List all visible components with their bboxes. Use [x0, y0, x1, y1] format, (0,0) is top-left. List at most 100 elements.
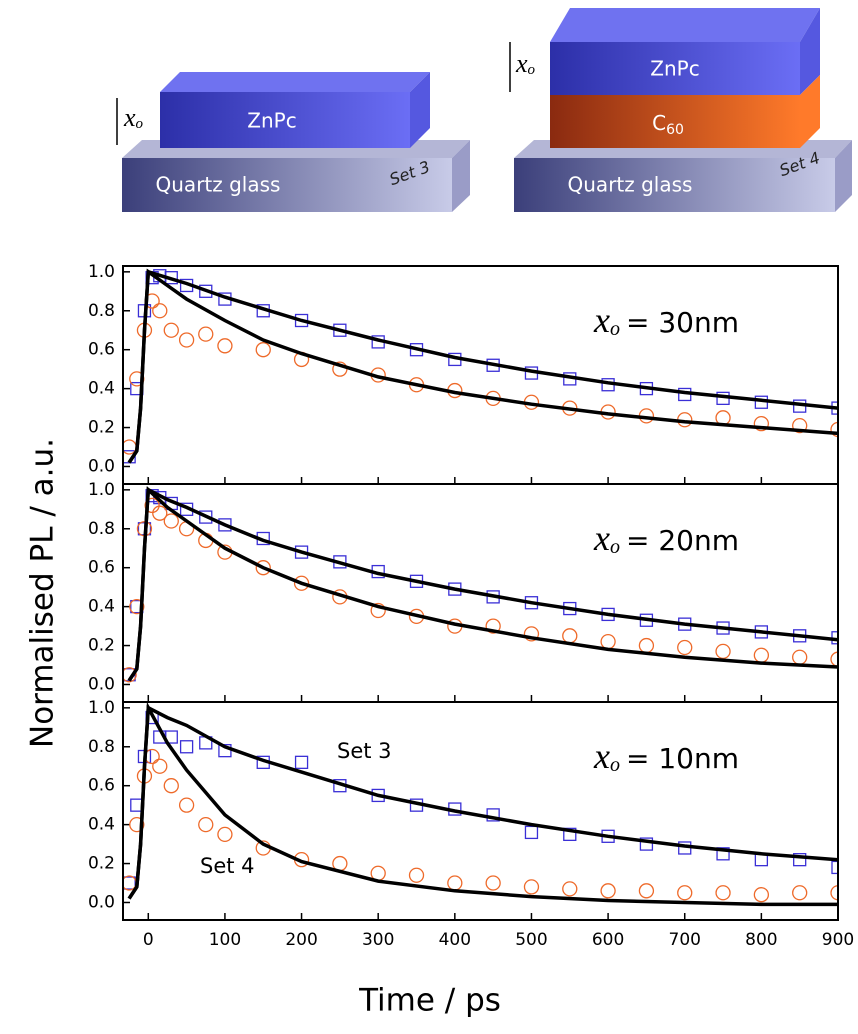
- data-point: [123, 667, 137, 683]
- diagram-set4: ZnPc C60 Quartz glass Set 4 xo: [509, 8, 852, 212]
- data-point: [129, 816, 145, 833]
- data-point: [715, 643, 731, 660]
- data-point: [408, 867, 425, 883]
- layer-label: ZnPc: [650, 57, 699, 81]
- y-tick-label: 1.0: [88, 698, 115, 718]
- y-tick-label: 0.6: [88, 558, 115, 578]
- diagram-set3: ZnPc Quartz glass Set 3 xo: [116, 72, 470, 212]
- data-point: [294, 755, 309, 769]
- thickness-var: x: [515, 49, 528, 78]
- panel-frame: [122, 701, 839, 921]
- data-point: [677, 639, 693, 656]
- data-point: [198, 326, 214, 342]
- data-point: [486, 808, 500, 822]
- data-point: [144, 748, 160, 765]
- data-point: [831, 860, 838, 875]
- thickness-var: x: [123, 103, 136, 132]
- data-point: [792, 885, 808, 901]
- y-tick-label: 0.8: [88, 737, 115, 757]
- data-point: [715, 885, 731, 901]
- data-point: [638, 883, 655, 899]
- data-point: [639, 837, 654, 851]
- data-point: [144, 497, 160, 514]
- data-point: [485, 875, 501, 891]
- fit-line: [127, 487, 838, 682]
- data-point: [178, 332, 195, 348]
- data-point: [716, 847, 730, 861]
- annotation: Set 4: [200, 854, 255, 878]
- data-point: [563, 827, 577, 842]
- data-point: [293, 575, 310, 591]
- fit-line: [127, 486, 838, 682]
- data-point: [152, 303, 168, 319]
- y-tick-label: 0.0: [88, 456, 115, 476]
- thickness-label: xo: [515, 49, 536, 78]
- data-point: [152, 505, 168, 521]
- plot-area: [123, 486, 838, 683]
- x-tick-label: 300: [362, 930, 394, 950]
- y-tick-label: 0.8: [88, 301, 115, 321]
- fit-line: [127, 269, 838, 464]
- x-tick-label: 400: [439, 930, 471, 950]
- data-point: [123, 439, 137, 455]
- data-point: [217, 826, 233, 843]
- y-tick-label: 0.0: [88, 892, 115, 912]
- y-tick-label: 0.2: [88, 854, 115, 874]
- panel-label: xo = 20nm: [593, 518, 739, 558]
- data-point: [562, 881, 578, 897]
- thickness-sub: o: [136, 116, 144, 132]
- data-point: [793, 853, 807, 867]
- substrate-label: Quartz glass: [568, 173, 693, 197]
- data-point: [218, 518, 232, 532]
- plot-area: [123, 268, 838, 464]
- x-tick-label: 200: [285, 930, 317, 950]
- data-point: [152, 758, 168, 774]
- substrate-label: Quartz glass: [156, 173, 281, 197]
- data-point: [163, 322, 179, 338]
- label-text: = 20nm: [626, 524, 739, 557]
- data-point: [523, 879, 540, 895]
- data-point: [163, 778, 179, 794]
- data-point: [753, 647, 770, 663]
- layer-label: ZnPc: [247, 109, 296, 133]
- x-tick-label: 600: [592, 930, 624, 950]
- data-point: [753, 887, 770, 903]
- y-tick-label: 0.2: [88, 418, 115, 438]
- y-tick-label: 0.6: [88, 776, 115, 796]
- data-point: [753, 416, 770, 432]
- data-point: [447, 875, 463, 891]
- thickness-sub: o: [528, 62, 536, 78]
- label-sub: o: [610, 318, 620, 340]
- data-point: [600, 883, 616, 899]
- data-point: [830, 421, 838, 438]
- y-tick-label: 0.6: [88, 340, 115, 360]
- layer-text: C: [652, 111, 666, 135]
- data-point: [677, 885, 693, 901]
- data-point: [638, 637, 655, 654]
- data-point: [792, 649, 808, 665]
- x-tick-label: 100: [209, 930, 241, 950]
- x-tick-label: 800: [745, 930, 777, 950]
- data-point: [255, 560, 271, 576]
- x-tick-label: 0: [143, 930, 154, 950]
- fit-line: [127, 702, 838, 907]
- y-tick-label: 1.0: [88, 262, 115, 282]
- data-point: [370, 602, 386, 619]
- y-axis-label: Normalised PL / a.u.: [25, 438, 61, 748]
- layer-label: C60: [652, 111, 684, 139]
- data-point: [129, 598, 145, 615]
- panel-label: xo = 10nm: [593, 736, 739, 776]
- label-sub: o: [610, 754, 620, 776]
- data-point: [600, 634, 616, 650]
- y-tick-label: 0.4: [88, 597, 115, 617]
- y-tick-label: 0.4: [88, 815, 115, 835]
- panel-label: xo = 30nm: [593, 300, 739, 340]
- annotation: Set 3: [337, 739, 392, 763]
- x-axis-label: Time / ps: [358, 983, 501, 1019]
- data-point: [217, 338, 233, 354]
- data-point: [178, 797, 195, 813]
- data-point: [562, 628, 578, 644]
- plot-area: [123, 702, 838, 907]
- data-point: [485, 618, 501, 634]
